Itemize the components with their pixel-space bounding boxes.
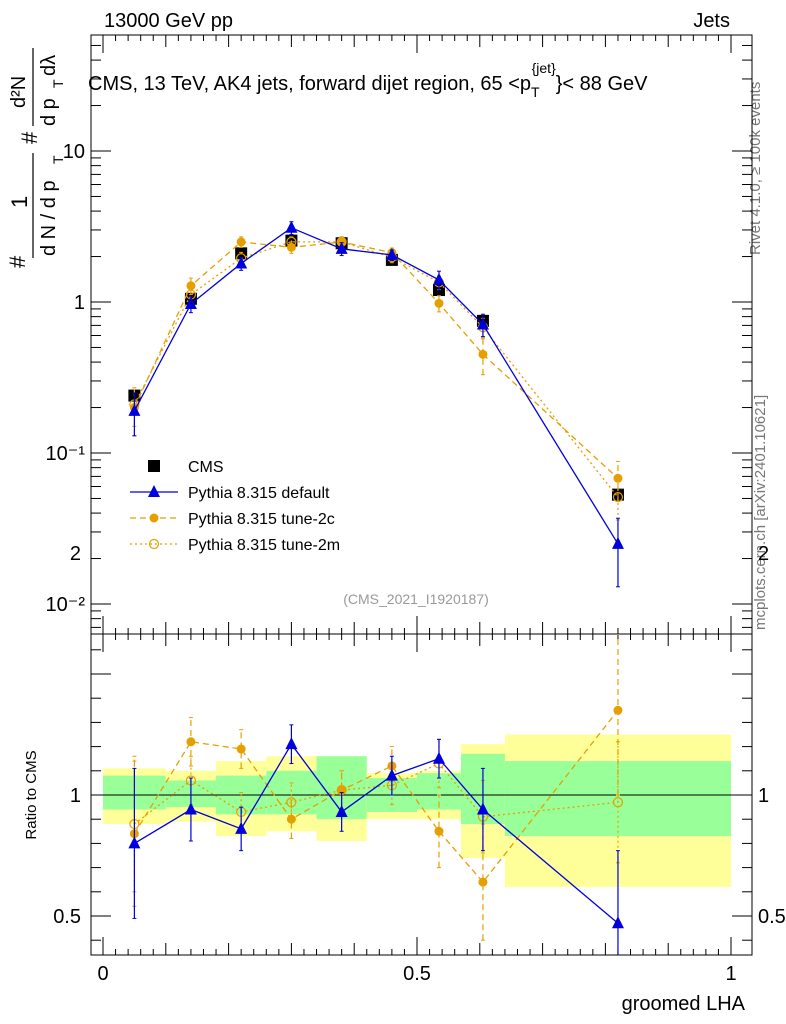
ratio-point [434,826,444,836]
ratio-point [186,737,196,747]
ratio-line [134,762,619,825]
legend-entry: Pythia 8.315 default [130,485,330,502]
data-point [434,298,444,308]
main-plot-area: 10 1 10⁻¹ 10⁻² [46,34,753,635]
legend-label: Pythia 8.315 tune-2m [188,537,340,554]
data-point [476,317,489,330]
data-point [611,536,624,549]
series-line [133,241,619,479]
data-point [432,272,445,285]
main-y-tick-label: 1 [74,292,85,314]
ylabel-hash-left: # [5,255,30,268]
ratio-y-tick-label: 2 [70,543,81,565]
ylabel-dpt-sub: T [50,79,66,88]
plot-title-sub: T [531,84,540,100]
ylabel-hash-mid: # [17,131,42,144]
legend-label: CMS [188,459,224,476]
plot-title-main: CMS, 13 TeV, AK4 jets, forward dijet reg… [88,73,531,95]
ratio-bands [103,734,731,887]
x-tick-label: 1 [725,963,736,985]
series-pythia-8-315-default [128,220,624,588]
main-y-tick-label: 10 [63,141,85,163]
legend-entry: Pythia 8.315 tune-2c [130,511,335,528]
ratio-y-axis-label: Ratio to CMS [23,750,40,839]
ratio-point [286,814,296,824]
ylabel-one: 1 [7,196,32,208]
legend-entry: CMS [148,459,224,476]
data-point [184,296,197,309]
ratio-point [235,821,248,834]
data-point [236,237,246,247]
series-line [133,241,619,498]
ratio-y-tick-label-right: 0.5 [758,906,786,928]
ratio-point [184,802,197,815]
ratio-point [613,705,623,715]
ylabel-dn-dpt: d N / d p [38,180,60,256]
ratio-point [236,744,246,754]
ratio-y-tick-label-right: 1 [758,785,769,807]
data-point [286,242,296,252]
data-point [612,492,624,503]
plot-title: CMS, 13 TeV, AK4 jets, forward dijet reg… [88,60,648,100]
ratio-point [611,916,624,929]
ylabel-dn-sub: T [50,155,66,164]
legend-marker [148,538,160,550]
ratio-point [476,802,489,815]
ylabel-dlambda: dλ [38,55,60,76]
header-jets-label: Jets [693,10,730,32]
data-point [235,256,248,269]
legend-label: Pythia 8.315 tune-2c [188,511,335,528]
ratio-point [612,797,624,808]
legend: CMS Pythia 8.315 default Pythia 8.315 tune… [130,459,340,554]
data-point [478,349,488,359]
legend-marker [149,513,159,523]
data-point [385,247,398,260]
ratio-point [335,804,348,817]
ratio-y-tick-label-right: 2 [758,543,769,565]
ratio-data [128,634,624,955]
ratio-y-tick-label: 1 [70,785,81,807]
ratio-point [337,785,347,795]
main-y-tick-label: 10⁻¹ [46,443,86,465]
ratio-point [478,877,488,887]
ylabel-d2n: d²N [8,76,30,108]
x-tick-label: 0.5 [403,963,431,985]
mcplots-label: mcplots.cern.ch [arXiv:2401.10621] [752,395,769,630]
legend-entry: Pythia 8.315 tune-2m [130,537,340,554]
main-y-axis-label: # 1 d N / d p T # d²N d p T dλ [5,48,66,268]
data-point [128,403,141,416]
series-pythia-8-315-tune-2m [129,236,624,521]
data-point [186,281,196,291]
ratio-plot-area: 0 0.5 1 2 2 1 1 0.5 0.5 [53,543,786,985]
ratio-series-pythia-8-315-default [128,724,624,955]
ratio-point [432,751,445,764]
legend-marker [148,460,160,472]
x-tick-label: 0 [97,963,108,985]
main-data [128,220,624,588]
data-point [335,241,348,254]
data-point [285,220,298,233]
rivet-label: Rivet 4.1.0, ≥ 100k events [747,82,764,255]
header-energy-label: 13000 GeV pp [104,10,233,32]
analysis-id: (CMS_2021_I1920187) [343,591,489,607]
main-y-tick-label: 10⁻² [46,594,86,616]
plot-title-sup: {jet} [532,60,556,76]
ratio-point [285,737,298,750]
data-point [613,473,623,483]
plot-title-tail: }< 88 GeV [556,73,648,95]
legend-marker [148,485,160,497]
ylabel-dpt: d p [38,98,60,126]
x-axis-label: groomed LHA [622,993,746,1015]
ratio-y-tick-label: 0.5 [53,906,81,928]
legend-label: Pythia 8.315 default [188,485,330,502]
ratio-point [128,836,141,849]
ratio-point [385,768,398,781]
